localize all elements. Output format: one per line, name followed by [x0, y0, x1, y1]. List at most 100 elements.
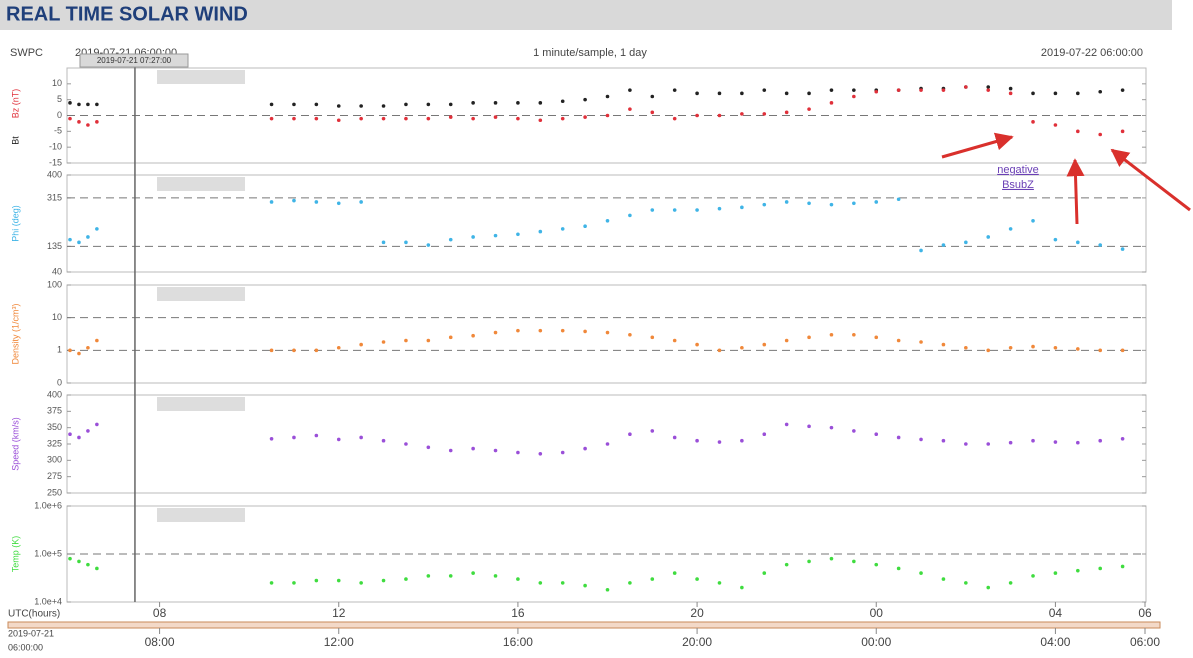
- y-tick-label: 315: [47, 192, 62, 202]
- data-point: [538, 452, 543, 456]
- data-point: [336, 104, 341, 108]
- data-point: [829, 425, 834, 430]
- data-point: [404, 338, 408, 343]
- data-point: [740, 91, 744, 96]
- data-point: [874, 432, 879, 437]
- data-point: [628, 332, 632, 337]
- data-point: [359, 581, 363, 585]
- data-point: [829, 88, 834, 92]
- data-point: [852, 559, 856, 564]
- data-point: [1098, 89, 1103, 94]
- data-point: [986, 442, 991, 446]
- data-point: [269, 581, 274, 585]
- data-point: [404, 240, 408, 245]
- data-point: [829, 202, 834, 207]
- data-point: [740, 345, 744, 350]
- data-point: [896, 197, 901, 202]
- data-point: [77, 102, 81, 107]
- data-point: [896, 88, 901, 92]
- x-tick-label: 00:00: [861, 635, 891, 649]
- x-tick-label: 04: [1049, 606, 1063, 620]
- y-tick-label: 325: [47, 438, 62, 448]
- panel-frame: [66, 174, 1147, 273]
- data-point: [605, 587, 610, 592]
- y-tick-label: 250: [47, 487, 62, 497]
- data-point: [86, 345, 90, 350]
- time-slider: [7, 621, 1161, 629]
- data-point: [292, 198, 296, 203]
- x-tick-label: 08: [153, 606, 167, 620]
- data-point: [583, 115, 587, 119]
- data-point: [471, 235, 475, 239]
- start-date: 2019-07-21: [8, 628, 54, 638]
- data-point: [941, 438, 946, 443]
- x-axis-label: UTC(hours): [8, 609, 60, 620]
- data-point: [86, 429, 90, 433]
- annotation: negative BsubZ: [941, 132, 1191, 225]
- data-point: [628, 107, 632, 111]
- data-point: [1076, 129, 1080, 134]
- data-point: [1120, 564, 1125, 569]
- data-point: [336, 345, 341, 350]
- data-point: [77, 559, 81, 564]
- data-point: [86, 102, 90, 107]
- data-point: [448, 102, 453, 107]
- data-point: [493, 233, 498, 238]
- data-point: [605, 94, 610, 99]
- data-point: [1031, 438, 1035, 443]
- data-point: [1031, 344, 1035, 349]
- data-point: [560, 99, 565, 104]
- data-point: [95, 422, 99, 427]
- data-point: [1076, 91, 1080, 96]
- data-point: [964, 240, 968, 245]
- data-point: [1098, 348, 1103, 353]
- x-tick-label: 12: [332, 606, 346, 620]
- header-bar: [0, 0, 1172, 30]
- data-point: [1076, 568, 1080, 573]
- data-point: [516, 116, 520, 121]
- data-point: [95, 120, 99, 124]
- data-point: [560, 116, 565, 121]
- data-point: [717, 91, 722, 96]
- y-tick-label: -15: [49, 157, 62, 167]
- data-point: [68, 348, 72, 353]
- data-point: [336, 118, 341, 123]
- panel-placeholder: [157, 287, 245, 301]
- data-point: [77, 240, 81, 245]
- data-point: [650, 94, 655, 99]
- data-point: [583, 583, 587, 588]
- data-point: [516, 450, 520, 455]
- y-axis-label: Phi (deg): [10, 205, 20, 242]
- cursor-label-box: [79, 53, 189, 68]
- data-point: [762, 571, 767, 575]
- data-point: [314, 102, 319, 107]
- data-point: [807, 107, 811, 111]
- data-point: [807, 201, 811, 206]
- x-tick-label: 04:00: [1040, 635, 1070, 649]
- data-point: [269, 116, 274, 121]
- data-point: [493, 115, 498, 119]
- x-tick-label: 06:00: [1130, 635, 1160, 649]
- data-point: [1053, 237, 1058, 242]
- data-point: [95, 338, 99, 343]
- data-point: [919, 340, 923, 344]
- y-axis-label: Bt: [10, 136, 20, 145]
- x-tick-label: 20:00: [682, 635, 712, 649]
- data-point: [986, 348, 991, 353]
- annotation-line: negative: [997, 164, 1039, 176]
- data-point: [695, 577, 699, 581]
- data-point: [77, 435, 81, 440]
- data-point: [471, 116, 475, 121]
- data-point: [471, 101, 475, 105]
- data-point: [314, 433, 319, 438]
- data-point: [1031, 219, 1035, 223]
- data-point: [560, 328, 565, 333]
- x-tick-label: 12:00: [324, 635, 354, 649]
- data-point: [852, 88, 856, 92]
- data-point: [381, 438, 386, 443]
- data-point: [672, 116, 677, 121]
- data-point: [516, 232, 520, 237]
- data-point: [426, 102, 431, 107]
- data-point: [740, 205, 744, 210]
- data-point: [560, 581, 565, 585]
